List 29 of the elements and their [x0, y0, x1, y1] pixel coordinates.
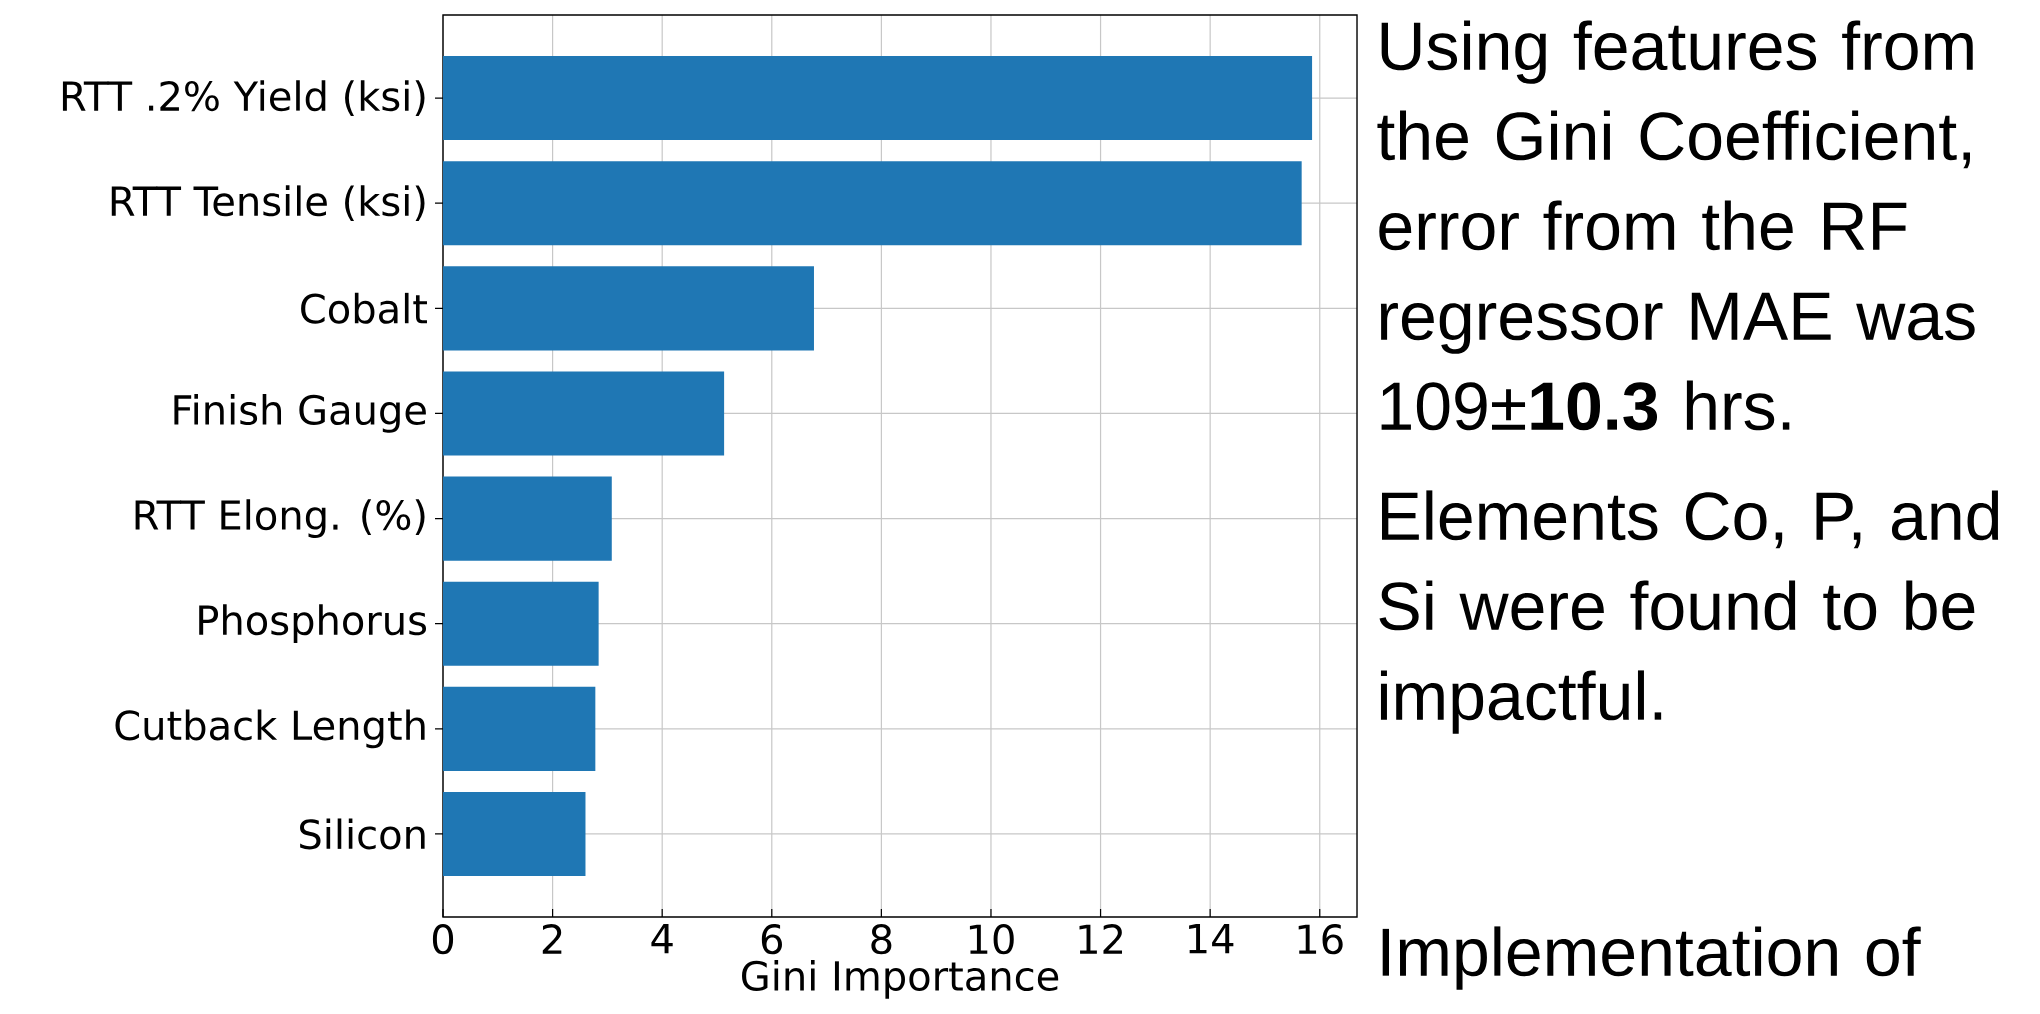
y-tick-label: Finish Gauge: [174, 394, 426, 433]
bar: [443, 266, 814, 351]
text: Using features from the Gini Coefficient, error from the RF regressor MAE was 109±10.3 hrs.: [1377, 20, 1975, 431]
x-tick-label: 4: [651, 924, 673, 954]
bar: [443, 371, 725, 456]
y-tick-label: Phosphorus: [199, 604, 427, 644]
x-tick-label: 6: [761, 924, 782, 955]
x-axis-title: Gini Importance: [742, 960, 1059, 999]
bar: [443, 476, 612, 561]
text: Implementation of: [1382, 926, 1921, 990]
bar: [443, 161, 1302, 246]
y-tick-label: Silicon: [300, 818, 425, 850]
y-tick-label: Cutback Length: [115, 709, 425, 749]
text: Elements Co, P, and Si were found to be impactful.: [1379, 490, 1999, 734]
y-tick-label: RTT Elong. (%): [135, 499, 425, 538]
x-tick-label: 0: [432, 924, 454, 955]
x-tick-label: 12: [1079, 924, 1123, 954]
x-tick-label: 8: [871, 924, 892, 955]
bar: [443, 791, 586, 877]
y-tick-label: RTT .2% Yield (ksi): [62, 80, 425, 116]
y-tick-label: RTT Tensile (ksi): [111, 185, 425, 222]
x-tick-label: 14: [1189, 924, 1234, 954]
x-tick-label: 16: [1298, 924, 1343, 955]
y-tick-label: Cobalt: [301, 292, 427, 324]
x-tick-label: 10: [969, 924, 1014, 955]
bar: [443, 581, 599, 666]
x-tick-label: 2: [542, 924, 562, 954]
bar: [443, 686, 596, 771]
bar: [443, 56, 1313, 141]
